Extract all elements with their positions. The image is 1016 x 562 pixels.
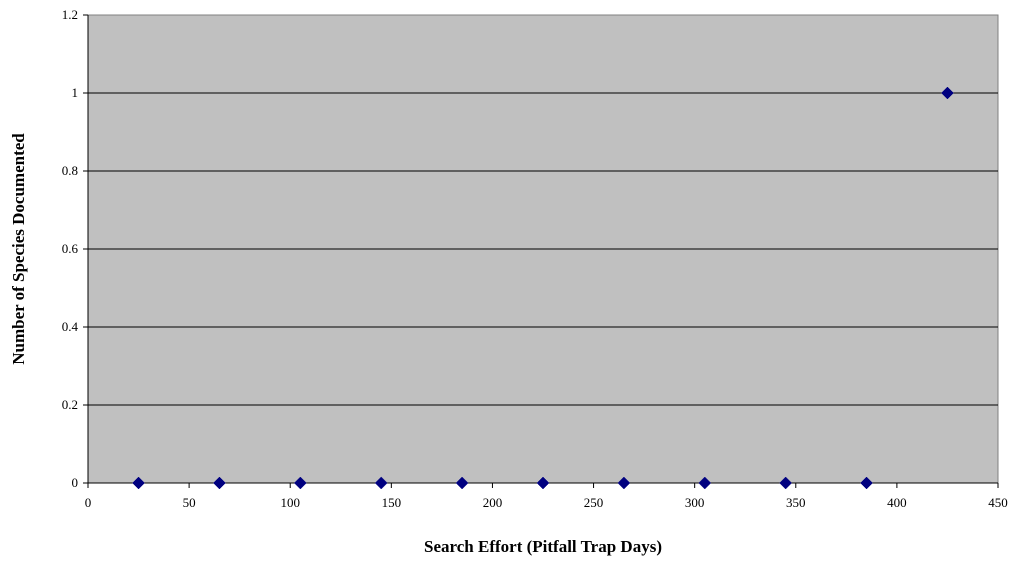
x-axis-title: Search Effort (Pitfall Trap Days) xyxy=(424,537,662,556)
data-point xyxy=(617,476,631,490)
data-point xyxy=(536,476,550,490)
x-tick-label: 350 xyxy=(786,495,806,510)
x-tick-label: 50 xyxy=(183,495,196,510)
x-tick-label: 300 xyxy=(685,495,705,510)
data-point xyxy=(860,476,873,490)
x-tick-label: 200 xyxy=(483,495,503,510)
x-tick-label: 100 xyxy=(280,495,300,510)
x-tick-labels: 0 50 100 150 200 250 300 350 400 450 xyxy=(85,495,1008,510)
data-point xyxy=(455,476,469,490)
data-point xyxy=(132,476,145,490)
data-point xyxy=(213,476,226,490)
y-axis-title: Number of Species Documented xyxy=(9,133,28,365)
x-tick-label: 400 xyxy=(887,495,907,510)
y-tick-label: 0 xyxy=(72,475,79,490)
data-point xyxy=(779,476,793,490)
y-tick-label: 0.6 xyxy=(62,241,79,256)
y-tick-label: 1 xyxy=(72,85,79,100)
x-tick-label: 0 xyxy=(85,495,92,510)
data-point xyxy=(698,476,712,490)
data-point xyxy=(374,476,388,490)
x-tick-label: 450 xyxy=(988,495,1008,510)
y-tick-label: 0.4 xyxy=(62,319,79,334)
data-points xyxy=(132,86,954,490)
data-point xyxy=(941,86,954,100)
y-tick-labels: 0 0.2 0.4 0.6 0.8 1 1.2 xyxy=(62,7,79,490)
gridlines xyxy=(88,92,998,406)
x-tick-label: 150 xyxy=(382,495,402,510)
y-tick-label: 1.2 xyxy=(62,7,78,22)
y-tick-label: 0.8 xyxy=(62,163,78,178)
y-tick-label: 0.2 xyxy=(62,397,78,412)
data-point xyxy=(293,476,307,490)
x-tick-label: 250 xyxy=(584,495,604,510)
